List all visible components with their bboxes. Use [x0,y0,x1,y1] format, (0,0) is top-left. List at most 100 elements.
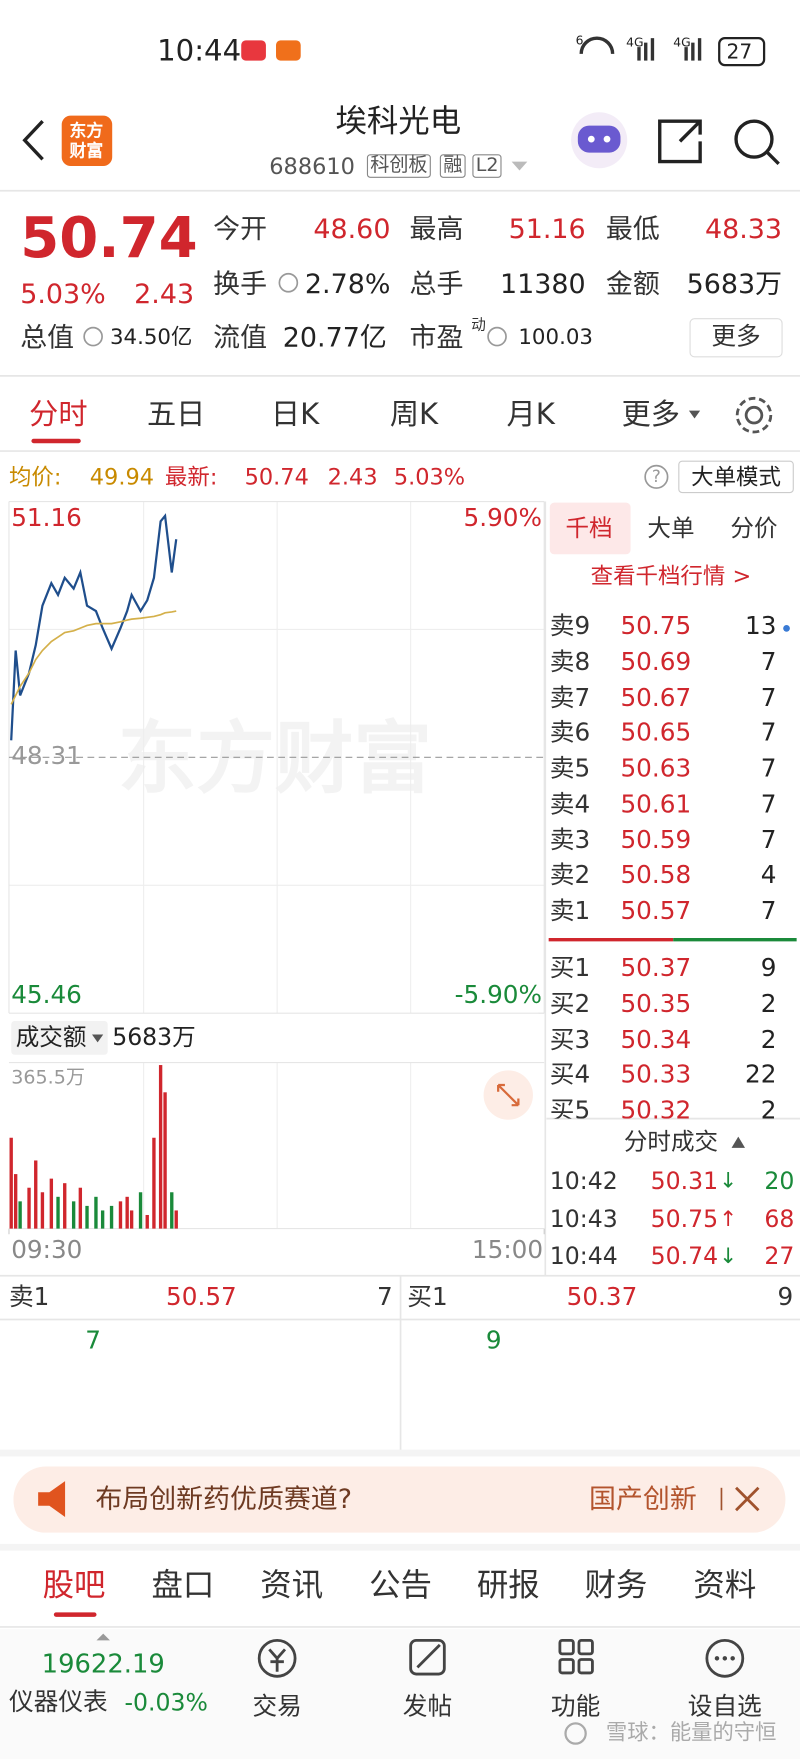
battery-level: 27 [726,40,753,64]
stat-value: 5683万 [686,268,783,300]
book-price: 50.67 [620,683,692,712]
chart-tab[interactable]: 日K [270,398,320,432]
book-level: 买5 [549,1097,591,1119]
stock-code: 688610 [269,152,355,180]
mode-button-label[interactable]: 大单模式 [691,463,781,491]
stat-value: 48.60 [313,213,391,245]
book-level: 卖2 [549,861,591,891]
y-tick-label: 45.46 [11,981,82,1010]
book-tab[interactable]: 千档 [565,514,613,542]
last-label: 最新: [164,463,218,491]
logo-text: 财富 [69,140,104,162]
nav-item[interactable]: 设自选 [687,1693,762,1722]
book-price: 50.59 [620,826,692,855]
settings-icon[interactable] [735,396,773,434]
nav-item[interactable]: 发帖 [402,1693,453,1722]
content-tab[interactable]: 公告 [369,1566,432,1604]
book-level: 买2 [549,990,591,1019]
chart-tab[interactable]: 周K [389,398,439,432]
index-value[interactable]: 19622.19 [41,1649,165,1680]
trade-arrow: ↓ [719,1168,738,1194]
trade-arrow: ↑ [719,1206,738,1232]
help-icon[interactable]: ? [651,466,661,487]
stat-label: 总值 [20,322,75,354]
x-tick-label: 09:30 [11,1236,83,1265]
volume-bar [27,1187,31,1229]
best-detail: 9 [485,1327,502,1356]
volume-bar [78,1187,83,1229]
trades-title: 分时成交 [623,1128,719,1156]
book-price: 50.33 [620,1061,692,1090]
stock-tag: 科创板 [366,154,431,178]
content-tab[interactable]: 股吧 [42,1566,106,1604]
volume-total: 5683万 [112,1023,196,1051]
book-level: 买4 [549,1061,591,1090]
content-tab[interactable]: 盘口 [151,1566,215,1604]
book-level: 卖1 [549,897,591,926]
back-icon[interactable] [22,120,44,161]
mode-button[interactable] [678,460,794,494]
dividers [0,189,800,1628]
book-level: 卖7 [549,683,591,712]
more-button[interactable] [689,318,783,358]
volume-bar [158,1065,163,1229]
chart-tab[interactable]: 五日 [146,398,206,432]
content-tab[interactable]: 财务 [584,1566,648,1604]
signal-label: 6 [575,33,584,48]
book-price: 50.69 [620,648,692,677]
volume-bar [94,1196,98,1229]
trade-price: 50.74 [650,1242,719,1270]
trade-time: 10:43 [549,1205,618,1233]
index-change: -0.03% [124,1689,208,1717]
chart-tab[interactable]: 更多 [621,398,680,432]
book-level: 卖6 [549,719,591,748]
book-price: 50.63 [620,755,692,784]
share-icon[interactable] [658,119,702,164]
watermark: 雪球：能量的守恒 [605,1720,777,1746]
book-qty: 7 [760,826,777,855]
book-price: 50.65 [620,719,692,748]
volume-bar [170,1192,174,1229]
stat-value: 48.33 [704,213,783,245]
banner-text[interactable]: 布局创新药优质赛道? [95,1483,353,1515]
banner-tag[interactable]: 国产创新 [589,1483,697,1515]
nav-item[interactable]: 交易 [252,1693,302,1722]
book-link[interactable]: 查看千档行情 > [590,562,752,590]
trade-price: 50.75 [650,1205,719,1233]
last-value: 50.74 [244,463,309,491]
avg-value: 49.94 [89,463,155,491]
content-tab[interactable]: 资讯 [260,1566,324,1604]
more-button-label[interactable]: 更多 [711,323,761,352]
status-icons [241,36,702,61]
volume-bar [152,1137,156,1229]
volume-bar [40,1192,45,1229]
book-price: 50.32 [620,1097,692,1119]
search-icon[interactable] [734,119,774,159]
book-price: 50.37 [620,954,692,983]
change: 2.43 [327,463,378,491]
stock-tag: L2 [472,154,502,178]
chart-tab[interactable]: 分时 [29,398,88,432]
book-qty: 2 [760,1097,777,1119]
volume-bar [18,1201,22,1229]
volume-bar [63,1183,67,1229]
signal-label: 4G [673,35,691,50]
chart-tab[interactable]: 月K [506,398,555,432]
volume-label[interactable]: 成交额 [15,1023,87,1051]
book-tab[interactable]: 大单 [647,514,695,542]
content-tab[interactable]: 研报 [476,1566,540,1604]
nav-icons[interactable] [257,1638,745,1678]
volume-selector[interactable] [11,1021,108,1055]
nav-item[interactable]: 功能 [550,1693,601,1722]
book-level: 买3 [549,1026,591,1055]
banner[interactable] [13,1466,786,1533]
trade-time: 10:44 [549,1242,618,1270]
content-tab[interactable]: 资料 [693,1566,757,1604]
trade-arrow: ↓ [719,1243,738,1269]
book-level: 买1 [549,954,591,983]
stat-value: 51.16 [508,213,586,245]
volume-bar [100,1210,105,1229]
last-price: 50.74 [20,205,198,271]
book-qty: 7 [760,648,777,677]
book-tab[interactable]: 分价 [730,514,778,542]
